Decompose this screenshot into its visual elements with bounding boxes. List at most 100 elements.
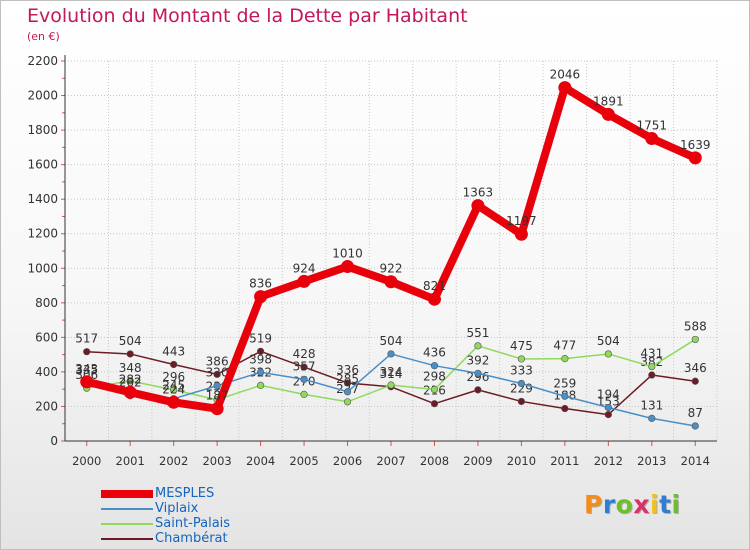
x-tick-label: 2006 [333, 454, 362, 468]
data-label: 324 [380, 365, 403, 379]
x-tick-label: 2004 [246, 454, 275, 468]
data-label: 477 [553, 339, 576, 353]
logo-letter: x [633, 490, 650, 519]
data-label: 298 [423, 370, 446, 384]
data-point [604, 350, 612, 358]
data-point [691, 377, 699, 385]
legend-swatch [101, 523, 153, 525]
data-point [210, 402, 224, 416]
x-tick-label: 2008 [420, 454, 449, 468]
data-point [688, 151, 702, 165]
data-point [601, 107, 615, 121]
data-point [471, 199, 485, 213]
data-point [126, 350, 134, 358]
data-point [170, 386, 178, 394]
legend: MESPLES Viplaix Saint-Palais Chambérat [101, 486, 301, 547]
data-label: 821 [423, 279, 446, 293]
data-point [648, 362, 656, 371]
data-point [430, 385, 439, 394]
data-point [300, 363, 308, 371]
x-tick-label: 2011 [550, 454, 579, 468]
data-label: 282 [119, 372, 142, 386]
data-point [257, 381, 265, 389]
legend-label: Chambérat [155, 531, 228, 546]
x-tick-label: 2002 [159, 454, 188, 468]
data-label: 335 [75, 363, 98, 377]
data-label: 320 [206, 366, 229, 380]
logo-letter: r [602, 490, 616, 519]
data-point [300, 390, 308, 398]
data-label: 386 [206, 354, 229, 368]
data-label: 922 [380, 262, 403, 276]
legend-item: MESPLES [101, 486, 301, 502]
y-tick-label: 800 [35, 296, 58, 310]
data-label: 336 [336, 363, 359, 377]
data-point [645, 132, 659, 146]
legend-item: Saint-Palais [101, 516, 301, 532]
legend-item: Viplaix [101, 501, 301, 517]
data-label: 504 [119, 334, 142, 348]
data-point [648, 371, 656, 379]
legend-swatch [101, 538, 153, 540]
data-label: 343 [75, 362, 98, 376]
y-tick-label: 2200 [27, 54, 58, 68]
data-point [254, 290, 268, 304]
data-point [83, 348, 91, 356]
y-tick-label: 400 [35, 365, 58, 379]
data-point [558, 81, 572, 95]
data-point [604, 410, 612, 419]
data-label: 314 [380, 367, 403, 381]
data-point [213, 382, 221, 390]
data-point [474, 386, 482, 394]
data-point [343, 379, 352, 387]
legend-swatch [101, 490, 153, 498]
data-label: 245 [162, 379, 185, 393]
data-label: 443 [162, 344, 185, 358]
data-label: 1751 [637, 119, 668, 133]
data-label: 517 [75, 332, 98, 346]
data-label: 259 [553, 376, 576, 390]
legend-label: Saint-Palais [155, 516, 231, 531]
data-label: 1363 [463, 186, 494, 200]
data-point [691, 335, 699, 344]
logo-letter: o [615, 490, 634, 519]
data-label: 262 [119, 376, 142, 390]
x-tick-label: 2010 [507, 454, 536, 468]
data-label: 224 [162, 382, 185, 396]
data-point [430, 400, 439, 408]
x-tick-label: 2013 [637, 454, 666, 468]
data-label: 588 [684, 319, 707, 333]
data-point [387, 381, 395, 389]
data-point [648, 414, 656, 422]
x-tick-label: 2005 [289, 454, 318, 468]
data-point [257, 347, 265, 355]
data-label: 296 [162, 370, 185, 384]
data-point [343, 398, 352, 406]
data-point [341, 260, 355, 274]
data-point [427, 292, 441, 306]
x-tick-label: 2001 [116, 454, 145, 468]
data-label: 392 [466, 353, 489, 367]
data-point [126, 377, 134, 385]
x-tick-label: 2003 [202, 454, 231, 468]
y-tick-label: 1200 [27, 227, 58, 241]
data-point [213, 370, 221, 378]
y-tick-label: 0 [50, 434, 58, 448]
logo-letter: i [671, 490, 681, 519]
data-point [561, 355, 569, 363]
data-point [257, 368, 265, 376]
data-label: 504 [380, 334, 403, 348]
data-point [691, 422, 699, 430]
data-label: 346 [684, 361, 707, 375]
data-label: 153 [597, 395, 620, 409]
data-point [343, 388, 352, 396]
data-label: 187 [206, 389, 229, 403]
logo-letter: t [659, 490, 672, 519]
data-label: 398 [249, 352, 272, 366]
data-label: 436 [423, 346, 446, 360]
x-tick-label: 2012 [594, 454, 623, 468]
data-point [384, 275, 398, 289]
data-label: 131 [640, 398, 663, 412]
